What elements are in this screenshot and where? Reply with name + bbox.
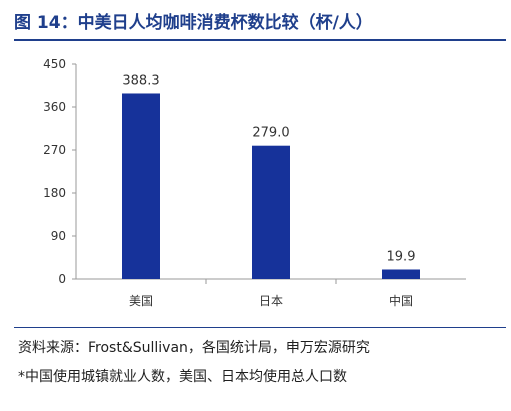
- y-tick-label: 270: [43, 143, 66, 157]
- y-tick-label: 90: [51, 229, 66, 243]
- bar: [122, 93, 160, 280]
- y-tick-label: 450: [43, 57, 66, 71]
- x-tick-label: 日本: [259, 294, 283, 308]
- title-divider: [14, 39, 506, 41]
- y-tick-label: 180: [43, 186, 66, 200]
- source-note: 资料来源：Frost&Sullivan，各国统计局，申万宏源研究: [18, 340, 370, 356]
- y-tick-label: 360: [43, 100, 66, 114]
- bar: [252, 145, 290, 279]
- y-tick-label: 0: [58, 272, 66, 286]
- footnote: *中国使用城镇就业人数，美国、日本均使用总人口数: [18, 369, 347, 385]
- x-tick-label: 中国: [389, 293, 413, 308]
- x-tick-label: 美国: [129, 294, 153, 308]
- footer-divider: [14, 327, 506, 328]
- bar: [382, 269, 420, 279]
- data-label: 19.9: [387, 249, 416, 264]
- data-label: 388.3: [122, 73, 159, 88]
- figure-title: 图 14：中美日人均咖啡消费杯数比较（杯/人）: [14, 13, 373, 33]
- data-label: 279.0: [252, 126, 289, 141]
